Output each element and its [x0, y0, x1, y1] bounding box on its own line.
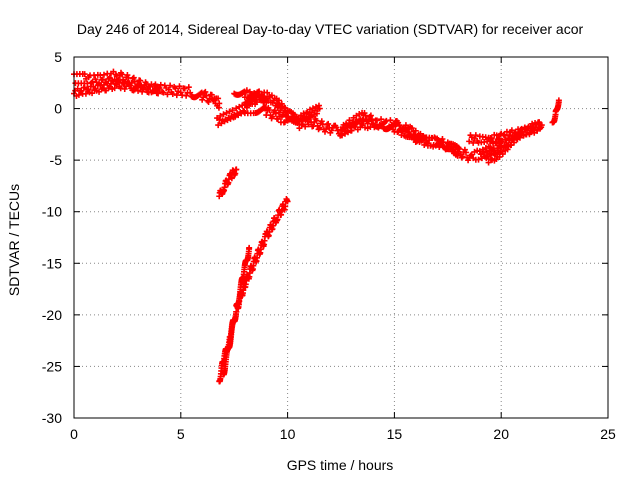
- y-tick-label: -25: [42, 358, 62, 374]
- x-tick-label: 20: [493, 426, 509, 442]
- chart-background: [0, 0, 640, 480]
- y-tick-label: -10: [42, 204, 62, 220]
- y-tick-label: 5: [54, 49, 62, 65]
- y-tick-label: -15: [42, 255, 62, 271]
- x-axis-label: GPS time / hours: [287, 457, 394, 473]
- x-tick-label: 0: [70, 426, 78, 442]
- sdtvar-chart: Day 246 of 2014, Sidereal Day-to-day VTE…: [0, 0, 640, 480]
- y-axis-label: SDTVAR / TECUs: [6, 184, 22, 296]
- x-tick-label: 10: [280, 426, 296, 442]
- y-tick-label: -30: [42, 410, 62, 426]
- x-tick-label: 15: [387, 426, 403, 442]
- x-tick-label: 5: [177, 426, 185, 442]
- y-tick-label: 0: [54, 101, 62, 117]
- y-tick-label: -5: [50, 152, 63, 168]
- x-tick-label: 25: [600, 426, 616, 442]
- chart-title: Day 246 of 2014, Sidereal Day-to-day VTE…: [77, 21, 584, 37]
- y-tick-label: -20: [42, 307, 62, 323]
